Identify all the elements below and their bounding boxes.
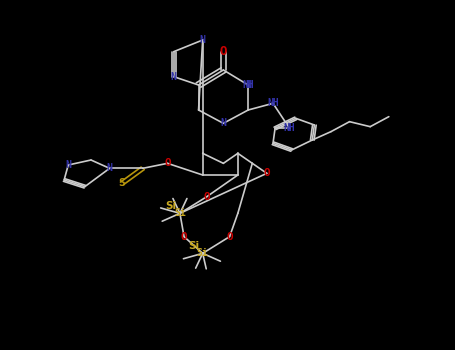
Text: N: N xyxy=(220,118,226,128)
Text: O: O xyxy=(263,168,270,178)
Text: N: N xyxy=(200,35,206,45)
Text: Si: Si xyxy=(165,201,177,211)
Text: N: N xyxy=(66,160,71,170)
Text: O: O xyxy=(181,232,187,242)
Text: N: N xyxy=(171,72,177,82)
Text: O: O xyxy=(226,232,233,242)
Text: Si: Si xyxy=(188,241,199,251)
Text: N: N xyxy=(106,163,112,173)
Text: NH: NH xyxy=(243,80,254,90)
Text: NH: NH xyxy=(267,98,279,108)
Text: N: N xyxy=(245,80,251,90)
Text: O: O xyxy=(203,192,210,202)
Text: Si: Si xyxy=(197,248,208,258)
Text: Si: Si xyxy=(174,208,186,218)
Text: S: S xyxy=(119,178,126,188)
Text: O: O xyxy=(164,158,171,168)
Text: O: O xyxy=(220,45,227,58)
Text: NH: NH xyxy=(283,123,295,133)
